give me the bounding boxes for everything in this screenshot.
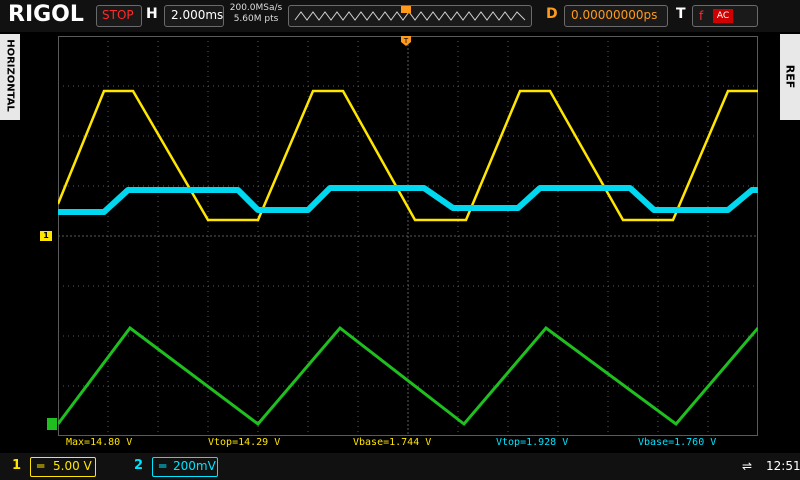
timebase-display[interactable]: 2.000ms [164,5,224,27]
timebase-value: 2.000ms [171,8,224,22]
math-waveform [58,325,758,427]
brand-logo: RIGOL [8,2,84,27]
run-stop-indicator[interactable]: STOP [96,5,142,27]
ch1-waveform [58,89,758,222]
horizontal-label: H [146,6,158,22]
falling-edge-icon: f [699,9,704,23]
acquisition-info: 200.0MSa/s 5.60M pts [229,3,283,25]
measurement-item: Max=14.80 V [66,437,133,448]
ch2-scale-box[interactable]: ═ 200mV [152,457,218,477]
top-status-bar: RIGOL STOP H 2.000ms 200.0MSa/s 5.60M pt… [0,0,800,32]
memory-waveform-icon [294,6,526,21]
ref-menu-tab[interactable]: REF [780,34,800,120]
ref-tab-label: REF [783,64,797,89]
trigger-position-icon [401,6,411,13]
math-offset-marker[interactable] [47,418,57,430]
trigger-coupling: AC [713,9,733,23]
usb-icon: ⇌ [742,459,753,473]
trigger-marker-label: T [403,37,409,45]
delay-display[interactable]: 0.00000000ps [564,5,668,27]
measurement-item: Vbase=1.760 V [638,437,717,448]
ch1-coupling-icon: ═ [37,459,45,473]
trigger-display[interactable]: f AC [692,5,758,27]
measurement-item: Vtop=14.29 V [208,437,281,448]
clock: 12:51 [766,459,800,473]
memory-depth: 5.60M pts [233,14,279,24]
ch1-scale: 5.00 V [53,459,92,473]
waveform-display[interactable]: T [58,36,758,436]
horizontal-tab-label: HORIZONTAL [4,39,16,112]
sample-rate: 200.0MSa/s [229,3,283,13]
ch1-scale-box[interactable]: ═ 5.00 V [30,457,96,477]
trigger-label: T [676,6,686,22]
measurement-item: Vbase=1.744 V [353,437,432,448]
memory-overview[interactable] [288,5,532,27]
bottom-status-bar: 1 ═ 5.00 V 2 ═ 200mV ⇌ 12:51 [0,453,800,480]
ch1-number: 1 [12,458,22,473]
ch2-number: 2 [134,458,144,473]
ch1-offset-marker[interactable]: 1 [40,231,52,241]
ch1-marker-label: 1 [43,231,49,240]
measurement-item: Vtop=1.928 V [496,437,569,448]
horizontal-menu-tab[interactable]: HORIZONTAL [0,34,20,120]
delay-label: D [546,6,558,22]
ch2-waveform [58,185,758,215]
ch2-scale: 200mV [173,459,216,473]
trigger-time-marker[interactable]: T [401,36,411,46]
ch2-coupling-icon: ═ [159,459,167,473]
run-state-text: STOP [102,8,134,22]
delay-value: 0.00000000ps [571,8,658,22]
